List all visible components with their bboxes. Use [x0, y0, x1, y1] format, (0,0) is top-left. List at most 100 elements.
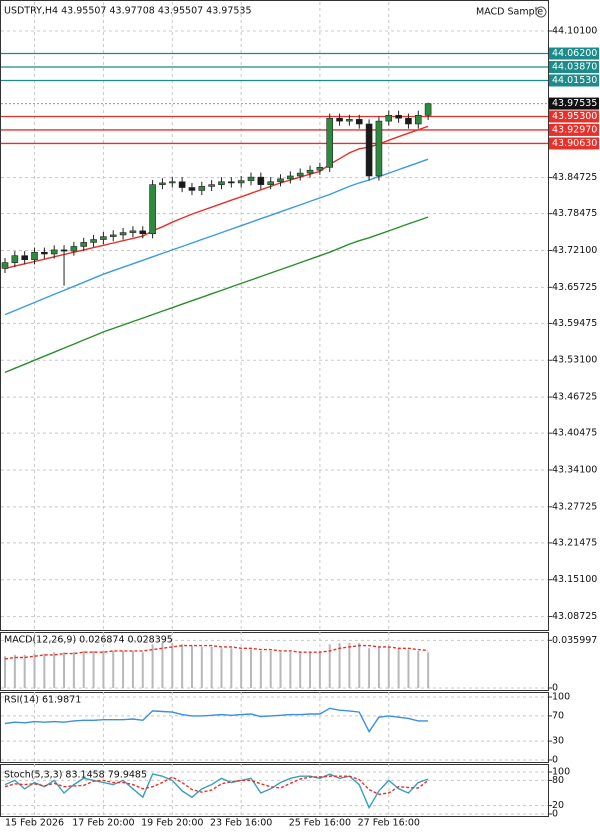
x-tick-label: 27 Feb 16:00: [358, 818, 420, 829]
y-tick-label: 43.84725: [552, 172, 597, 183]
macd-bar: [72, 652, 75, 688]
indicator-title: Stoch(5,3,3) 83.1458 79.9485: [4, 770, 147, 781]
level-label: 43.95300: [552, 111, 597, 122]
macd-bar: [82, 650, 85, 688]
macd-bar: [269, 650, 272, 688]
y-tick-label: 100: [552, 692, 570, 703]
moving-average: [4, 125, 429, 270]
y-tick-label: 43.53100: [552, 355, 597, 366]
candle-body: [326, 117, 334, 168]
macd-bar: [151, 644, 154, 688]
y-tick-label: 43.34100: [552, 464, 597, 475]
candle-body: [385, 115, 393, 122]
macd-bar: [161, 642, 164, 688]
macd-bar: [4, 656, 6, 688]
macd-bar: [43, 653, 46, 688]
macd-bar: [33, 653, 36, 688]
y-tick-label: 43.21475: [552, 537, 597, 548]
y-tick-label: 43.46725: [552, 392, 597, 403]
macd-bar: [358, 642, 361, 688]
macd-bar: [230, 648, 233, 688]
x-tick-label: 25 Feb 16:00: [289, 818, 351, 829]
macd-bar: [397, 648, 400, 688]
candle-body: [188, 187, 196, 191]
x-tick-label: 17 Feb 20:00: [72, 818, 134, 829]
y-tick-label: 43.08725: [552, 611, 597, 622]
macd-bar: [309, 652, 312, 688]
macd-bar: [122, 650, 125, 688]
candle-body: [208, 184, 215, 187]
macd-bar: [427, 652, 430, 688]
indicator-title: MACD(12,26,9) 0.026874 0.028395: [4, 635, 173, 646]
candle-body: [247, 176, 255, 181]
indicator-title: RSI(14) 61.9871: [4, 695, 81, 706]
candle-body: [414, 115, 422, 125]
macd-bar: [387, 646, 390, 688]
candle-body: [287, 175, 294, 180]
level-label-box: [549, 110, 599, 123]
macd-bar: [23, 654, 26, 688]
candle-body: [70, 246, 78, 252]
y-tick-label: 0: [552, 809, 558, 820]
macd-bar: [102, 650, 105, 688]
candle-body: [424, 103, 432, 116]
stoch-frame: [0, 764, 549, 817]
level-label: 44.03870: [552, 61, 597, 72]
y-tick-label: 43.40475: [552, 428, 597, 439]
macd-bar: [250, 649, 252, 688]
macd-bar: [92, 650, 95, 688]
y-tick-label: 100: [552, 767, 570, 778]
moving-average: [4, 216, 429, 374]
candle-body: [90, 239, 97, 243]
macd-bar: [318, 652, 321, 688]
candle-body: [395, 115, 402, 119]
macd-bar: [63, 652, 66, 688]
macd-bar: [181, 644, 184, 688]
candle-body: [277, 178, 284, 183]
y-tick-label: 0.035997: [552, 635, 597, 646]
expert-icon: [535, 6, 547, 18]
y-tick-label: 80: [552, 775, 564, 786]
candle-body: [365, 123, 373, 177]
x-tick-label: 19 Feb 20:00: [141, 818, 203, 829]
moving-average: [4, 158, 429, 316]
candle-body: [21, 255, 28, 261]
candle-body: [11, 255, 19, 263]
candle-body: [346, 119, 353, 122]
macd-bar: [131, 650, 134, 688]
candle-body: [41, 251, 48, 255]
candle-body: [306, 169, 314, 174]
macd-bar: [13, 654, 16, 688]
last-price-box: [549, 97, 599, 110]
y-tick-label: 0: [552, 755, 558, 766]
x-tick-label: 23 Feb 16:00: [210, 818, 272, 829]
macd-bar: [112, 650, 115, 688]
candle-body: [80, 242, 88, 247]
candle-body: [405, 117, 412, 125]
candle-body: [60, 249, 68, 252]
macd-bar: [210, 646, 213, 688]
y-tick-label: 43.27725: [552, 501, 597, 512]
macd-frame: [0, 632, 549, 691]
level-label-box: [549, 60, 599, 73]
level-label-box: [549, 74, 599, 87]
y-tick-label: 44.10100: [552, 25, 597, 36]
candle-body: [168, 181, 176, 184]
macd-bar: [417, 650, 420, 688]
level-label: 43.90630: [552, 138, 597, 149]
candle-body: [355, 119, 363, 125]
y-tick-label: 0: [552, 683, 558, 694]
candle-body: [316, 167, 324, 171]
candle-body: [100, 236, 107, 240]
y-tick-label: 20: [552, 800, 564, 811]
y-tick-label: 70: [552, 710, 564, 721]
candle-body: [178, 181, 186, 188]
candle-body: [139, 230, 147, 235]
candle-body: [296, 172, 304, 177]
candle-body: [159, 182, 166, 185]
candle-body: [218, 181, 225, 185]
macd-bar: [299, 652, 302, 688]
y-tick-label: 43.78475: [552, 208, 597, 219]
expert-label: MACD Sample: [476, 7, 543, 18]
macd-bar: [348, 642, 351, 688]
